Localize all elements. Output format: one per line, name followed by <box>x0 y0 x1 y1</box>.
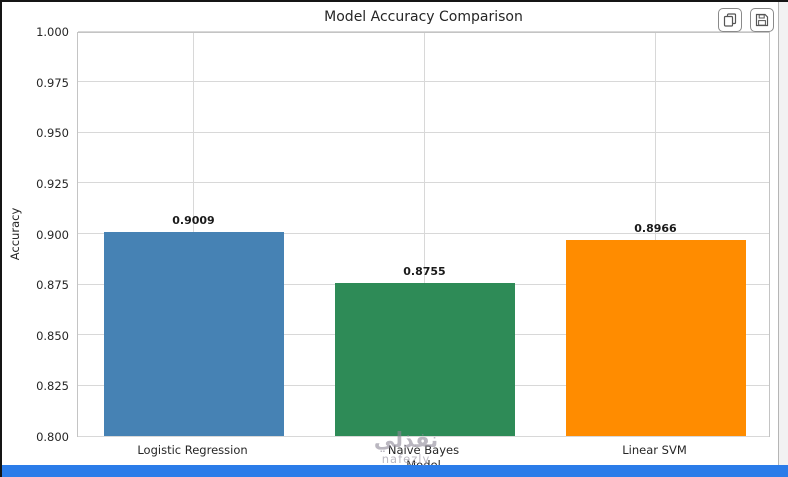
y-tick-label: 0.950 <box>36 126 69 141</box>
copy-icon <box>723 13 737 27</box>
bar-chart-figure: Model Accuracy Comparison Accuracy 0.800… <box>2 2 779 472</box>
bar-naive-bayes <box>334 283 515 436</box>
y-tick-label: 0.850 <box>36 328 69 343</box>
x-tick-label: Logistic Regression <box>137 443 248 457</box>
v-gridline <box>424 33 425 436</box>
x-axis-ticks: Logistic Regression Naive Bayes Linear SVM <box>77 443 770 457</box>
output-toolbar <box>718 8 774 32</box>
h-gridline <box>78 30 769 32</box>
bottom-scrollbar[interactable] <box>2 465 788 477</box>
save-output-button[interactable] <box>750 8 774 32</box>
x-tick-label: Naive Bayes <box>387 443 460 457</box>
y-tick-label: 0.975 <box>36 75 69 90</box>
y-tick-label: 0.900 <box>36 227 69 242</box>
y-tick-label: 0.925 <box>36 176 69 191</box>
y-tick-label: 0.875 <box>36 278 69 293</box>
save-icon <box>755 13 769 27</box>
h-gridline <box>78 81 769 83</box>
h-gridline <box>78 435 769 437</box>
bar-value-label: 0.8966 <box>634 222 677 236</box>
x-tick-label: Linear SVM <box>622 443 687 457</box>
copy-output-button[interactable] <box>718 8 742 32</box>
bar-logistic-regression <box>103 231 284 436</box>
y-tick-label: 1.000 <box>36 25 69 39</box>
chart-title: Model Accuracy Comparison <box>324 9 523 25</box>
h-gridline <box>78 131 769 133</box>
bar-linear-svm <box>565 240 746 436</box>
y-tick-label: 0.800 <box>36 430 69 444</box>
y-tick-label: 0.825 <box>36 379 69 394</box>
h-gridline <box>78 182 769 184</box>
plot-area: 0.9009 0.8755 0.8966 <box>77 30 770 437</box>
y-axis-ticks: 0.800 0.825 0.850 0.875 0.900 0.925 0.950 0.975… <box>2 25 73 444</box>
bar-value-label: 0.8755 <box>403 265 446 279</box>
h-gridline <box>78 233 769 234</box>
bar-value-label: 0.9009 <box>172 213 215 227</box>
v-gridline <box>655 33 656 436</box>
